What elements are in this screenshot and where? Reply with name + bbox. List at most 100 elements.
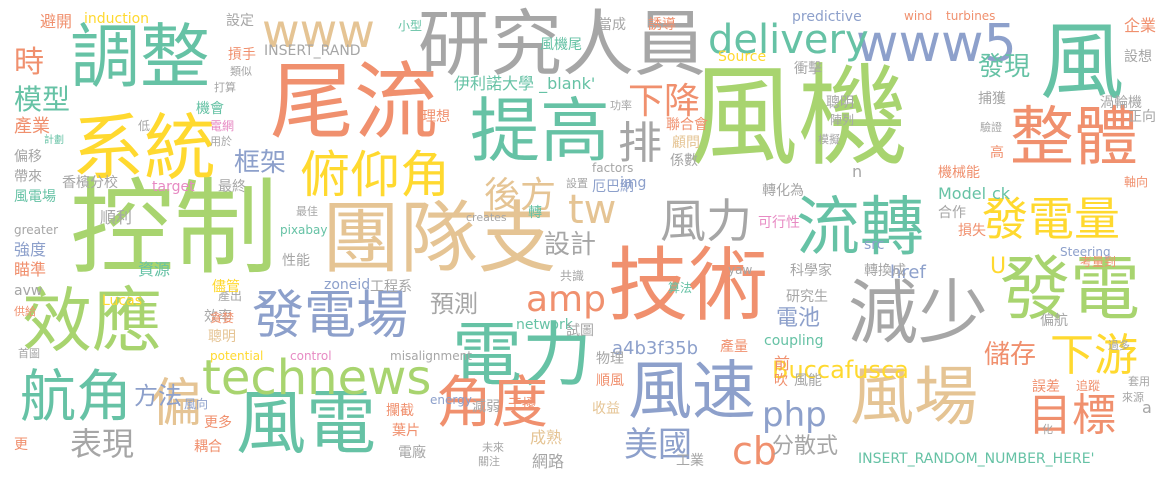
word: 摃手 [228,47,256,63]
word: 順風 [596,373,624,389]
word: 用於 [210,135,232,148]
word: avw [14,283,43,299]
word: 驗證 [980,121,1002,134]
word: 美國 [624,425,692,465]
word: 更多 [204,415,232,431]
word: 控制 [70,167,279,289]
word: zoneid [324,277,371,293]
word: 厄巴納 [592,179,634,195]
word: amp [526,279,606,320]
word: 誤差 [1032,379,1060,395]
word: 機械能 [938,165,980,181]
word: 後方 [484,175,557,216]
word: predictive [792,9,862,25]
word: 吹 [774,373,788,389]
word: 化 [1042,423,1053,436]
word: energy [430,393,472,407]
word: 框架 [234,148,287,178]
word: 風機 [688,53,908,181]
word: 合作 [938,205,966,221]
word: 提高 [470,90,610,172]
word: 聰明 [208,329,236,345]
word: 風 [1040,13,1125,111]
word: 轉 [528,205,542,221]
word: 捕獲 [978,91,1006,107]
word: 調整 [70,16,210,98]
word: 發電量 [982,192,1120,246]
word: 葉片 [392,423,420,439]
word: 風電 [236,382,376,464]
word: U [990,254,1007,279]
word: 聯合會 [666,117,708,133]
word: 過多 [1108,339,1130,352]
word: 發現 [978,52,1031,82]
word: 產出 [218,289,243,303]
word: 風場 [850,361,978,435]
word: 首圖 [18,347,40,360]
word: 系統 [72,106,217,190]
word: 聰明 [826,95,854,111]
word: 效率 [204,309,232,325]
word: Steering [1060,245,1111,259]
word: 瞄準 [14,260,47,279]
word: 陣列 [830,113,855,127]
word: yaw [728,263,753,277]
word: 高 [990,145,1004,161]
word: Model [938,184,987,203]
word: induction [84,11,150,27]
word: turbines [946,9,996,23]
word: 可行性 [758,215,800,231]
word: 風力 [660,194,752,248]
word: 類似 [230,65,252,78]
word: 更 [14,437,28,453]
word: 考量到 [1080,255,1117,269]
word: www5 [856,14,1017,74]
word: Lucas [102,293,142,309]
word: n [852,162,863,181]
word: ck [992,184,1011,203]
word: 正向 [1128,109,1156,125]
word: 產業 [14,116,50,137]
word: potential [210,349,264,363]
word: 效應 [22,280,162,362]
word: coupling [764,333,824,349]
word: 最佳 [296,205,318,218]
word: 減少 [848,272,988,354]
word: 前 [774,354,791,373]
word: 流轉 [796,191,924,265]
word: 低 [138,119,151,133]
word: delivery [708,17,869,63]
word: factors [592,161,634,175]
word: 小型 [398,19,423,33]
word: 成熟 [530,428,563,447]
word: 排 [618,118,662,169]
word: target [152,179,195,195]
word: php [762,395,827,435]
word: 工業 [676,453,704,469]
word: misalignment [390,349,472,363]
word: 方法 [134,382,182,410]
word: 企業 [1124,16,1157,35]
word: 電網 [210,119,235,133]
word: 順利 [100,208,133,227]
word: 風機尾 [540,37,582,53]
word: 物理 [596,351,624,367]
word: 共識 [560,269,585,283]
word: 團隊支 [322,194,557,284]
word: 係數 [670,153,698,169]
word: 追蹤 [1076,379,1101,393]
word: 工程系 [370,279,412,295]
word: 研究人員 [418,2,707,86]
word: 電力 [452,314,592,396]
word: 套用 [1128,375,1150,388]
word: control [290,349,332,363]
word: 技術 [608,239,768,332]
word: 科學家 [790,263,832,279]
word: 產量 [720,339,748,355]
word: 風電場 [14,189,56,205]
word: 損失 [958,223,986,239]
word: 分散式 [772,434,839,459]
word: 偏航 [1040,313,1068,329]
word: 功率 [610,99,632,112]
word: 儘管 [212,279,240,295]
